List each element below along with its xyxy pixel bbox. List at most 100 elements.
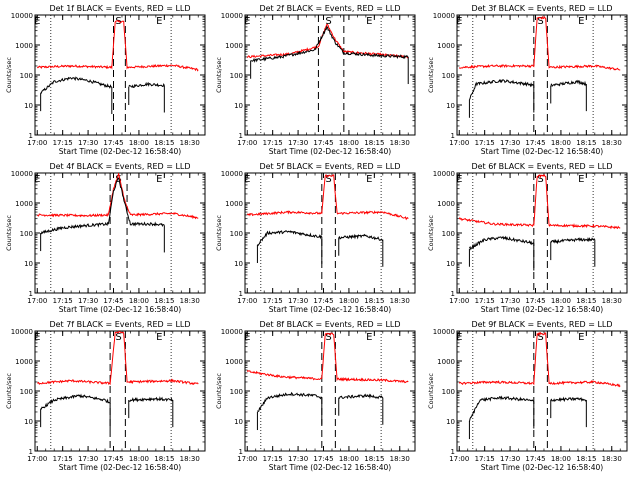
y-tick-label: 10000 — [221, 328, 243, 336]
x-tick-label: 17:00 — [27, 455, 47, 463]
x-tick-label: 17:45 — [525, 139, 545, 147]
x-tick-label: 18:00 — [551, 455, 571, 463]
x-tick-label: 18:00 — [339, 139, 359, 147]
series-lld-line — [458, 331, 621, 388]
x-tick-label: 18:15 — [576, 455, 596, 463]
y-tick-label: 10 — [24, 102, 33, 110]
plot-frame — [456, 14, 628, 136]
y-tick-label: 10 — [234, 102, 243, 110]
x-tick-label: 17:30 — [288, 297, 308, 305]
x-tick-label: 18:30 — [180, 297, 200, 305]
series-lld-line — [36, 173, 199, 220]
y-tick-label: 1 — [451, 448, 455, 456]
x-tick-label: 18:00 — [129, 139, 149, 147]
x-tick-label: 17:30 — [288, 455, 308, 463]
y-tick-label: 1 — [451, 132, 455, 140]
y-tick-label: 10000 — [11, 328, 33, 336]
series-events-line — [40, 393, 111, 410]
y-axis-label: Counts/sec — [215, 57, 223, 93]
x-axis-label: Start Time (02-Dec-12 16:58:40) — [59, 147, 181, 156]
y-tick-label: 10 — [24, 418, 33, 426]
y-tick-label: 1000 — [437, 200, 455, 208]
x-tick-label: 17:30 — [288, 139, 308, 147]
series-events-line — [128, 81, 165, 88]
x-axis-label: Start Time (02-Dec-12 16:58:40) — [59, 305, 181, 314]
x-tick-label: 17:15 — [53, 455, 73, 463]
plot-frame — [456, 172, 628, 294]
x-tick-label: 18:00 — [551, 297, 571, 305]
x-tick-label: 17:45 — [103, 297, 123, 305]
y-tick-label: 100 — [20, 388, 33, 396]
y-axis-label: Counts/sec — [5, 57, 13, 93]
x-tick-label: 17:15 — [475, 139, 495, 147]
y-axis-label: Counts/sec — [427, 57, 435, 93]
panel-title: Det 7f BLACK = Events, RED = LLD — [49, 320, 190, 329]
x-tick-label: 17:45 — [103, 139, 123, 147]
x-tick-label: 17:00 — [27, 139, 47, 147]
x-tick-label: 17:30 — [78, 297, 98, 305]
y-tick-label: 100 — [230, 72, 243, 80]
y-axis-label: Counts/sec — [5, 373, 13, 409]
end-marker: E — [244, 174, 250, 185]
y-tick-label: 10000 — [433, 328, 455, 336]
series-events-line — [40, 177, 165, 235]
x-tick-label: 17:30 — [78, 139, 98, 147]
x-tick-label: 18:15 — [576, 139, 596, 147]
y-tick-label: 1 — [451, 290, 455, 298]
x-tick-label: 18:00 — [129, 455, 149, 463]
start-marker: S — [537, 332, 543, 343]
x-tick-label: 17:45 — [313, 297, 333, 305]
y-tick-label: 1 — [29, 448, 33, 456]
series-lld-line — [458, 15, 621, 71]
x-tick-label: 17:15 — [475, 455, 495, 463]
y-tick-label: 100 — [230, 230, 243, 238]
x-axis-label: Start Time (02-Dec-12 16:58:40) — [269, 147, 391, 156]
x-tick-label: 18:15 — [364, 297, 384, 305]
y-tick-label: 10 — [234, 260, 243, 268]
x-tick-label: 17:30 — [500, 139, 520, 147]
panel-det-2f: Det 2f BLACK = Events, RED = LLD 1 10 100 10… — [215, 4, 416, 156]
series-events-line — [550, 79, 587, 88]
y-tick-label: 1000 — [437, 358, 455, 366]
x-tick-label: 18:30 — [390, 139, 410, 147]
y-tick-label: 10000 — [11, 170, 33, 178]
end-marker: E — [156, 174, 162, 185]
y-tick-label: 10 — [446, 260, 455, 268]
y-tick-label: 10 — [446, 102, 455, 110]
y-tick-label: 1 — [239, 448, 243, 456]
panel-det-6f: Det 6f BLACK = Events, RED = LLD 1 10 100 10… — [427, 162, 628, 314]
y-tick-label: 1000 — [225, 42, 243, 50]
end-marker: E — [456, 332, 462, 343]
end-marker: E — [456, 16, 462, 27]
start-marker: S — [325, 332, 331, 343]
x-tick-label: 18:30 — [390, 455, 410, 463]
y-tick-label: 10 — [234, 418, 243, 426]
x-tick-label: 17:30 — [78, 455, 98, 463]
series-events-line — [550, 396, 587, 403]
x-tick-label: 18:30 — [180, 139, 200, 147]
y-tick-label: 100 — [442, 388, 455, 396]
start-marker: S — [537, 174, 543, 185]
x-axis-label: Start Time (02-Dec-12 16:58:40) — [481, 147, 603, 156]
x-tick-label: 18:30 — [602, 139, 622, 147]
panel-det-3f: Det 3f BLACK = Events, RED = LLD 1 10 100 10… — [427, 4, 628, 156]
y-tick-label: 1000 — [225, 358, 243, 366]
start-marker: S — [325, 16, 331, 27]
y-tick-label: 10 — [446, 418, 455, 426]
plot-frame — [34, 172, 206, 294]
x-tick-label: 17:45 — [313, 139, 333, 147]
plot-frame — [244, 330, 416, 452]
y-tick-label: 1 — [29, 132, 33, 140]
end-marker: E — [156, 16, 162, 27]
start-marker: S — [115, 332, 121, 343]
end-marker: E — [366, 332, 372, 343]
series-lld-line — [37, 331, 199, 386]
y-axis-label: Counts/sec — [215, 215, 223, 251]
y-tick-label: 100 — [442, 230, 455, 238]
series-events-line — [257, 230, 323, 247]
series-events-line — [40, 76, 112, 94]
x-axis-label: Start Time (02-Dec-12 16:58:40) — [481, 463, 603, 472]
x-tick-label: 17:00 — [449, 297, 469, 305]
panel-title: Det 5f BLACK = Events, RED = LLD — [259, 162, 400, 171]
panel-det-8f: Det 8f BLACK = Events, RED = LLD 1 10 100 10… — [215, 320, 416, 472]
